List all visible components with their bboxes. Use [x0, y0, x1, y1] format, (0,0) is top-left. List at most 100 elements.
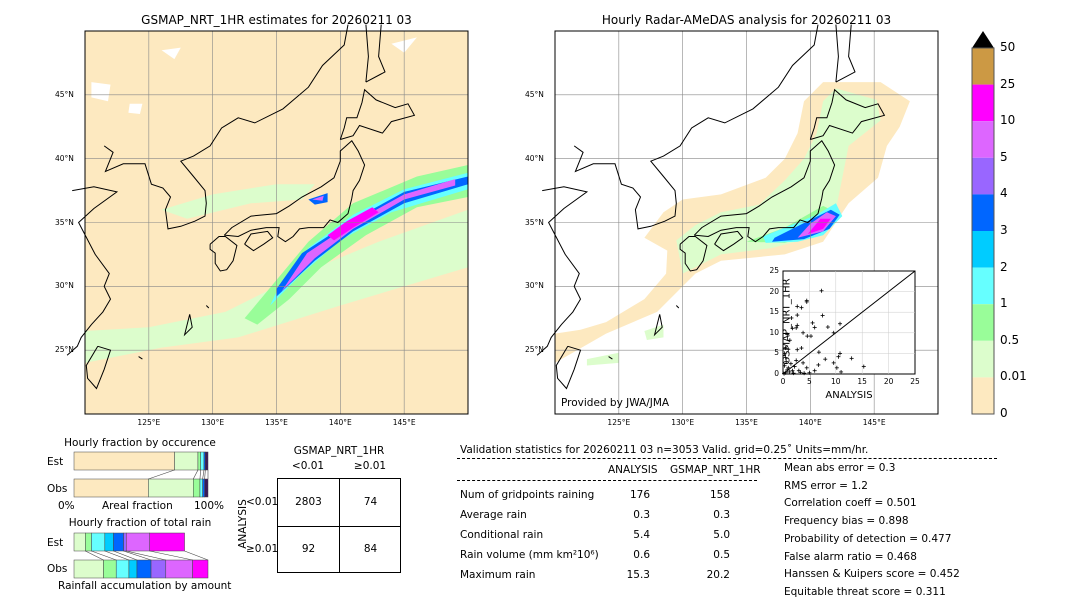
- cell-hit: 84: [363, 543, 378, 555]
- scatter-point: [839, 369, 844, 374]
- scatter-x-tick: 15: [857, 377, 867, 386]
- colorbar-label: 25: [1000, 76, 1016, 91]
- cell-hit-neg: 2803: [295, 496, 322, 508]
- lon-tick-label: 140°E: [798, 418, 822, 427]
- stat-row-label: Conditional rain: [460, 529, 544, 541]
- scatter-point: [789, 315, 794, 320]
- connector-line: [199, 469, 201, 480]
- coastline: [653, 314, 663, 337]
- scatter-point: [816, 362, 821, 367]
- est-bar-segment: [149, 532, 185, 552]
- cell-miss: 92: [301, 543, 316, 555]
- scatter-point: [787, 369, 792, 374]
- scatter-point: [798, 370, 803, 375]
- score-text: RMS error = 1.2: [784, 479, 868, 492]
- stat-row-label: Average rain: [460, 509, 527, 521]
- coastline: [809, 88, 886, 140]
- scatter-inset: [782, 270, 916, 376]
- connector-line: [85, 550, 104, 561]
- col-gsmap: GSMAP_NRT_1HR: [670, 464, 761, 476]
- stat-analysis-value: 0.6: [633, 549, 650, 561]
- scatter-point: [783, 355, 788, 360]
- connector-line: [184, 550, 209, 561]
- lon-tick-label: 140°E: [328, 418, 352, 427]
- stat-row-label: Rain volume (mm km²10⁶): [460, 549, 599, 561]
- coastline: [679, 236, 708, 272]
- gsmap-rain-area: [161, 47, 181, 60]
- lat-tick-label: 45°N: [525, 89, 544, 99]
- stat-analysis-value: 0.3: [633, 509, 650, 521]
- est-bar-segment: [126, 532, 150, 552]
- colorbar-segment: [972, 267, 994, 305]
- coastline: [835, 24, 839, 83]
- obs-bar-segment: [103, 559, 117, 579]
- scatter-point: [849, 356, 854, 361]
- coastline: [675, 305, 680, 309]
- est-bar-segment: [123, 532, 127, 552]
- est-bar-segment: [104, 532, 114, 552]
- obs-bar-segment: [150, 559, 167, 579]
- colorbar-segment: [972, 231, 994, 268]
- lon-tick-label: 135°E: [265, 418, 288, 427]
- coastline: [223, 140, 366, 243]
- scatter-point: [825, 325, 830, 330]
- lat-tick-label: 30°N: [55, 281, 74, 291]
- scatter-point: [805, 334, 810, 339]
- scatter-point: [861, 364, 866, 369]
- est-bar-segment: [91, 532, 106, 552]
- lat-tick-label: 35°N: [55, 217, 74, 227]
- colorbar-extend-arrow: [972, 31, 994, 48]
- scatter-point: [838, 321, 843, 326]
- stat-gsmap-value: 5.0: [713, 529, 730, 541]
- scatter-point: [801, 330, 806, 335]
- contingency-table: 2803 74 92 84: [277, 478, 401, 573]
- total-rain-bars: [73, 532, 209, 579]
- scatter-point: [812, 325, 817, 330]
- scatter-point: [787, 338, 792, 343]
- scatter-point: [788, 361, 793, 366]
- scatter-point: [785, 332, 790, 337]
- stat-gsmap-value: 0.5: [713, 549, 730, 561]
- connector-line: [202, 469, 205, 480]
- col-header-lt: <0.01: [291, 460, 325, 472]
- diagonal-line: [782, 270, 916, 375]
- coastline: [835, 24, 856, 83]
- scatter-point: [804, 365, 809, 370]
- coastline: [183, 314, 193, 337]
- coastline: [138, 356, 143, 360]
- obs-bar-segment: [204, 478, 209, 498]
- coastline: [536, 186, 589, 356]
- obs-bar-segment: [165, 559, 193, 579]
- scatter-point: [810, 320, 815, 325]
- obs-bar-segment: [193, 478, 201, 498]
- coastline: [555, 345, 582, 390]
- colorbar-label: 0.5: [1000, 332, 1020, 347]
- colorbar-segment: [972, 121, 994, 158]
- obs-bar-segment: [192, 559, 209, 579]
- scatter-point: [808, 334, 813, 339]
- coastline: [608, 356, 613, 360]
- coastline: [85, 345, 112, 390]
- scatter-point: [792, 364, 797, 369]
- radar-rain-area: [763, 203, 843, 243]
- est-bar-segment: [73, 451, 175, 471]
- colorbar-segment: [972, 157, 994, 195]
- scatter-point: [831, 360, 836, 365]
- scatter-point: [790, 368, 795, 373]
- stat-row-label: Maximum rain: [460, 569, 536, 581]
- obs-bar-segment: [202, 478, 205, 498]
- scatter-y-tick: 15: [769, 307, 779, 317]
- scatter-point: [782, 351, 787, 356]
- score-text: Probability of detection = 0.477: [784, 532, 952, 545]
- connector-line: [204, 469, 206, 480]
- scatter-x-tick: 25: [910, 377, 920, 386]
- lon-tick-label: 145°E: [862, 418, 886, 427]
- scatter-y-tick: 10: [769, 327, 779, 337]
- scatter-y-tick: 5: [774, 348, 779, 358]
- coastline: [693, 140, 836, 243]
- scatter-x-tick: 0: [780, 377, 786, 386]
- tick-0pct: 0%: [58, 500, 75, 512]
- colorbar-segment: [972, 340, 994, 378]
- lon-tick-label: 125°E: [607, 418, 631, 427]
